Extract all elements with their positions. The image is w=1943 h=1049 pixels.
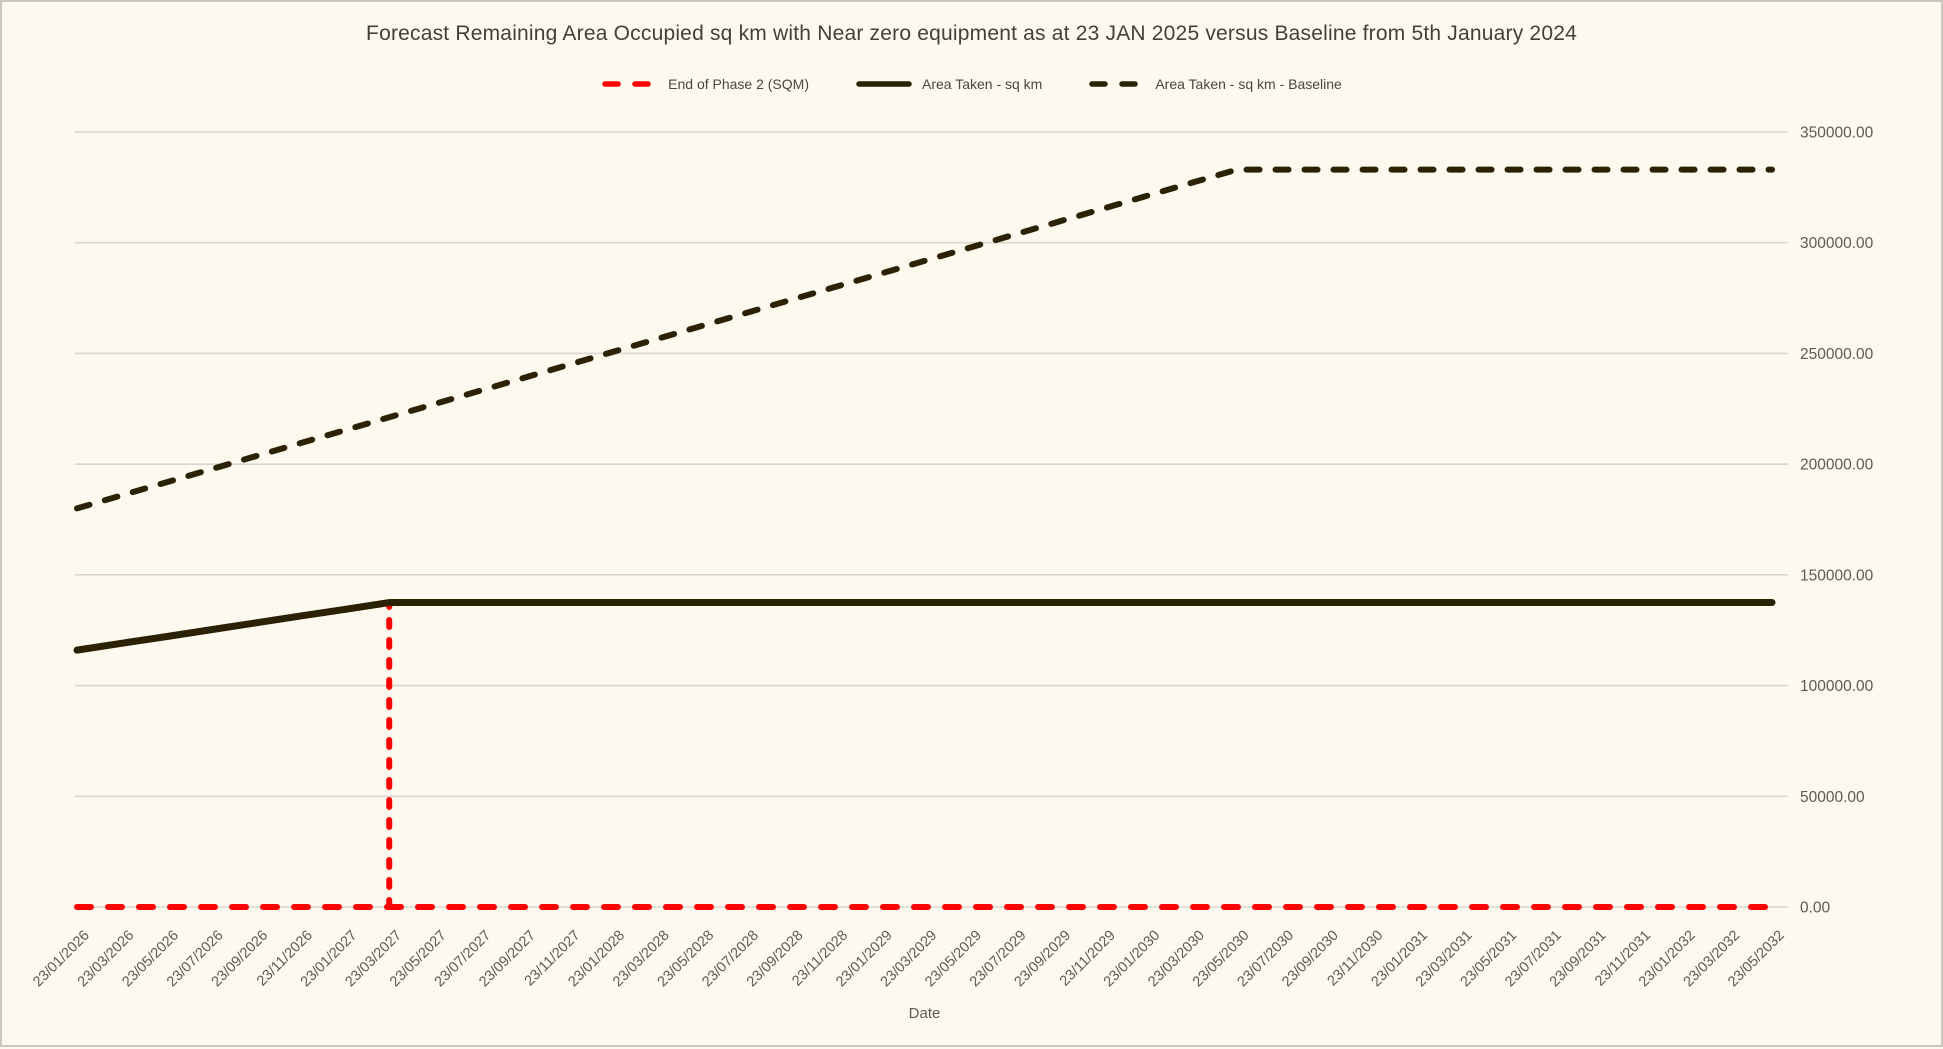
- legend-label: End of Phase 2 (SQM): [668, 76, 809, 92]
- legend-dashed-line-sample: [602, 81, 658, 87]
- x-axis-title: Date: [909, 1005, 941, 1022]
- legend-solid-line-sample: [856, 81, 912, 87]
- y-axis-tick-label: 50000.00: [1800, 789, 1865, 806]
- y-axis-tick-label: 300000.00: [1800, 235, 1874, 252]
- legend-dashed-line-sample: [1089, 81, 1146, 87]
- legend-label: Area Taken - sq km: [921, 76, 1043, 92]
- legend-item-area-taken-sq-km-baseline[interactable]: Area Taken - sq km - Baseline: [1088, 76, 1342, 92]
- y-axis-tick-label: 150000.00: [1800, 567, 1874, 584]
- y-axis-tick-label: 250000.00: [1800, 346, 1874, 363]
- series-area-taken-line[interactable]: [73, 599, 1776, 654]
- y-axis-tick-label: 0.00: [1800, 900, 1831, 917]
- legend-item-end-of-phase-2-sqm[interactable]: End of Phase 2 (SQM): [601, 76, 809, 92]
- y-axis-tick-label: 200000.00: [1800, 457, 1874, 474]
- series-area-taken-baseline-line[interactable]: [74, 166, 1775, 512]
- y-axis-tick-label: 350000.00: [1800, 125, 1874, 142]
- legend-label: Area Taken - sq km - Baseline: [1155, 76, 1342, 92]
- chart-title: Forecast Remaining Area Occupied sq km w…: [366, 22, 1577, 45]
- legend-item-area-taken-sq-km[interactable]: Area Taken - sq km: [855, 76, 1042, 92]
- chart-legend: End of Phase 2 (SQM) Area Taken - sq km Ar…: [2, 76, 1941, 92]
- y-axis-tick-label: 100000.00: [1800, 678, 1874, 695]
